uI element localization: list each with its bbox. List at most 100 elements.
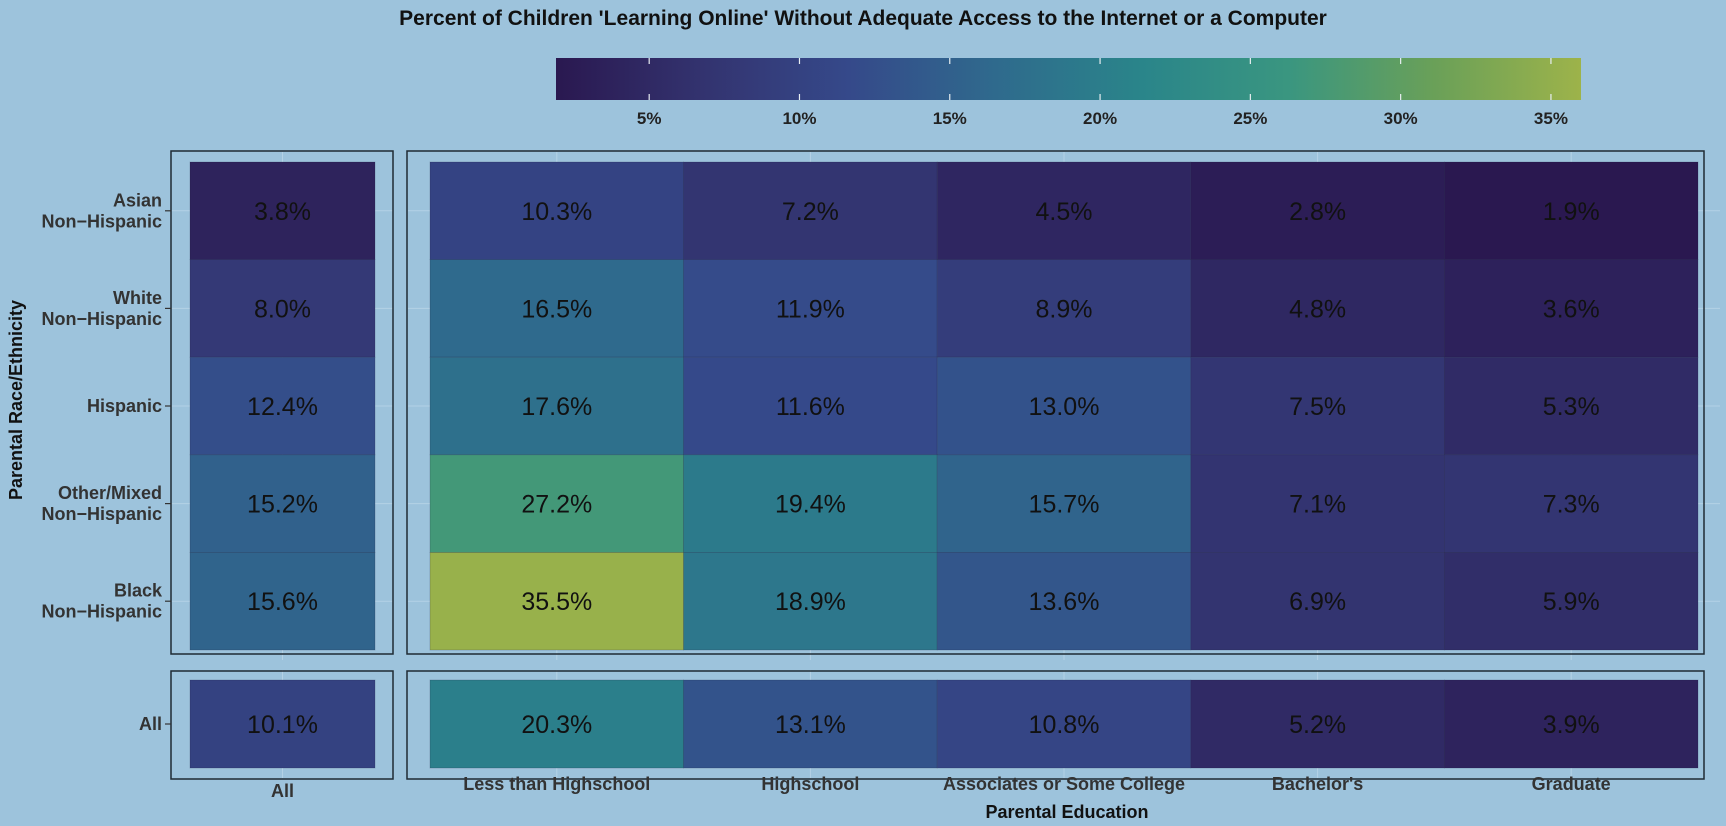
column-total-cell: 20.3% — [429, 679, 685, 769]
heatmap-cell: 2.8% — [1190, 161, 1445, 260]
cell-value-label: 16.5% — [521, 295, 592, 323]
heatmap-cell-fill — [1444, 454, 1699, 553]
heatmap-cell-fill — [1444, 259, 1699, 358]
column-total-cell: 13.1% — [683, 679, 938, 769]
cell-value-label: 5.3% — [1543, 393, 1600, 421]
heatmap-cell-fill — [1190, 161, 1445, 260]
heatmap-cell-fill — [1190, 552, 1445, 651]
panel-main — [406, 150, 1705, 655]
row-label: Non−Hispanic — [41, 504, 162, 524]
heatmap-cell: 4.5% — [936, 161, 1192, 260]
heatmap-cell: 6.9% — [1190, 552, 1445, 651]
row-label: White — [113, 288, 162, 308]
row-label: Non−Hispanic — [41, 211, 162, 231]
row-total-cell-fill — [189, 454, 376, 553]
row-total-cell: 15.2% — [189, 454, 376, 553]
cell-value-label: 15.7% — [1029, 491, 1100, 519]
column-total-cell-fill — [936, 679, 1192, 769]
row-total-cell: 15.6% — [189, 552, 376, 651]
column-total-cell: 5.2% — [1190, 679, 1445, 769]
cell-value-label: 35.5% — [521, 588, 592, 616]
cell-value-label: 7.3% — [1543, 491, 1600, 519]
heatmap-cell-fill — [429, 356, 685, 456]
cell-value-label: 10.1% — [247, 711, 318, 739]
cell-value-label: 15.2% — [247, 491, 318, 519]
heatmap-cell: 1.9% — [1444, 161, 1699, 260]
cell-value-label: 13.6% — [1029, 588, 1100, 616]
row-label: Asian — [113, 190, 162, 210]
heatmap-cell-fill — [429, 454, 685, 553]
cell-value-label: 27.2% — [521, 491, 592, 519]
heatmap-cell: 16.5% — [429, 259, 685, 358]
heatmap-cell-fill — [936, 356, 1192, 456]
heatmap-cell: 11.6% — [683, 356, 938, 456]
heatmap-cell-fill — [429, 259, 685, 358]
heatmap-cell-fill — [683, 552, 938, 651]
cell-value-label: 7.2% — [782, 198, 839, 226]
cell-value-label: 19.4% — [775, 491, 846, 519]
column-label: Graduate — [1532, 774, 1611, 794]
column-total-cell-fill — [683, 679, 938, 769]
cell-value-label: 5.2% — [1289, 711, 1346, 739]
cell-value-label: 4.8% — [1289, 295, 1346, 323]
cell-value-label: 11.9% — [776, 295, 845, 323]
color-legend: 5% 10% 15% 20% 25% 30% 35% — [556, 58, 1581, 128]
heatmap-cell-fill — [936, 454, 1192, 553]
legend-color-bar — [556, 58, 1581, 100]
cell-value-label: 3.9% — [1543, 711, 1600, 739]
heatmap-cell-fill — [1444, 552, 1699, 651]
cell-value-label: 10.3% — [521, 198, 592, 226]
heatmap-cell: 11.9% — [683, 259, 938, 358]
row-label-all: All — [139, 714, 162, 734]
cell-value-label: 20.3% — [521, 711, 592, 739]
row-total-cell: 3.8% — [189, 161, 376, 260]
row-total-cell-fill — [189, 552, 376, 651]
cell-value-label: 2.8% — [1289, 198, 1346, 226]
legend-tick-label: 20% — [1083, 109, 1117, 128]
column-label: Highschool — [761, 774, 859, 794]
heatmap-cell-fill — [936, 552, 1192, 651]
cell-value-label: 4.5% — [1036, 198, 1093, 226]
legend-tick-label: 35% — [1534, 109, 1568, 128]
cell-value-label: 18.9% — [775, 588, 846, 616]
column-label: Bachelor's — [1272, 774, 1363, 794]
row-total-cell-fill — [189, 259, 376, 358]
heatmap-cell: 4.8% — [1190, 259, 1445, 358]
heatmap-cell-fill — [683, 259, 938, 358]
column-labels: All Less than Highschool Highschool Associa… — [271, 774, 1611, 801]
cell-value-label: 3.6% — [1543, 295, 1600, 323]
heatmap-cell: 3.6% — [1444, 259, 1699, 358]
column-total-cell: 3.9% — [1444, 679, 1699, 769]
heatmap-cell-fill — [1190, 356, 1445, 456]
row-total-cell: 8.0% — [189, 259, 376, 358]
column-total-cell-fill — [1190, 679, 1445, 769]
column-total-cell-fill — [429, 679, 685, 769]
heatmap-cell-fill — [1190, 259, 1445, 358]
column-label: Less than Highschool — [463, 774, 650, 794]
heatmap-cell-fill — [1190, 454, 1445, 553]
heatmap-cell: 8.9% — [936, 259, 1192, 358]
cell-value-label: 13.0% — [1029, 393, 1100, 421]
row-label: Hispanic — [87, 396, 162, 416]
legend-tick-label: 10% — [782, 109, 816, 128]
heatmap-cell: 13.0% — [936, 356, 1192, 456]
column-total-cell-fill — [1444, 679, 1699, 769]
panel-all-column — [170, 150, 394, 655]
heatmap-cell: 7.3% — [1444, 454, 1699, 553]
heatmap-cell-fill — [683, 356, 938, 456]
column-total-cell: 10.8% — [936, 679, 1192, 769]
cell-value-label: 7.1% — [1289, 491, 1346, 519]
heatmap-cells: 10.3% 7.2% 4.5% 2.8% 1.9% 16.5% 11.9% 8.9% 4.8% 3… — [189, 161, 1699, 769]
cell-value-label: 10.8% — [1029, 711, 1100, 739]
column-label: Associates or Some College — [943, 774, 1185, 794]
heatmap-cell-fill — [683, 454, 938, 553]
cell-value-label: 12.4% — [247, 393, 318, 421]
heatmap-cell-fill — [936, 259, 1192, 358]
panel-all-corner — [170, 670, 394, 780]
heatmap-cell-fill — [1444, 356, 1699, 456]
cell-value-label: 6.9% — [1289, 588, 1346, 616]
heatmap-cell: 27.2% — [429, 454, 685, 553]
heatmap-cell: 35.5% — [429, 552, 685, 651]
row-total-cell-fill — [189, 356, 376, 456]
